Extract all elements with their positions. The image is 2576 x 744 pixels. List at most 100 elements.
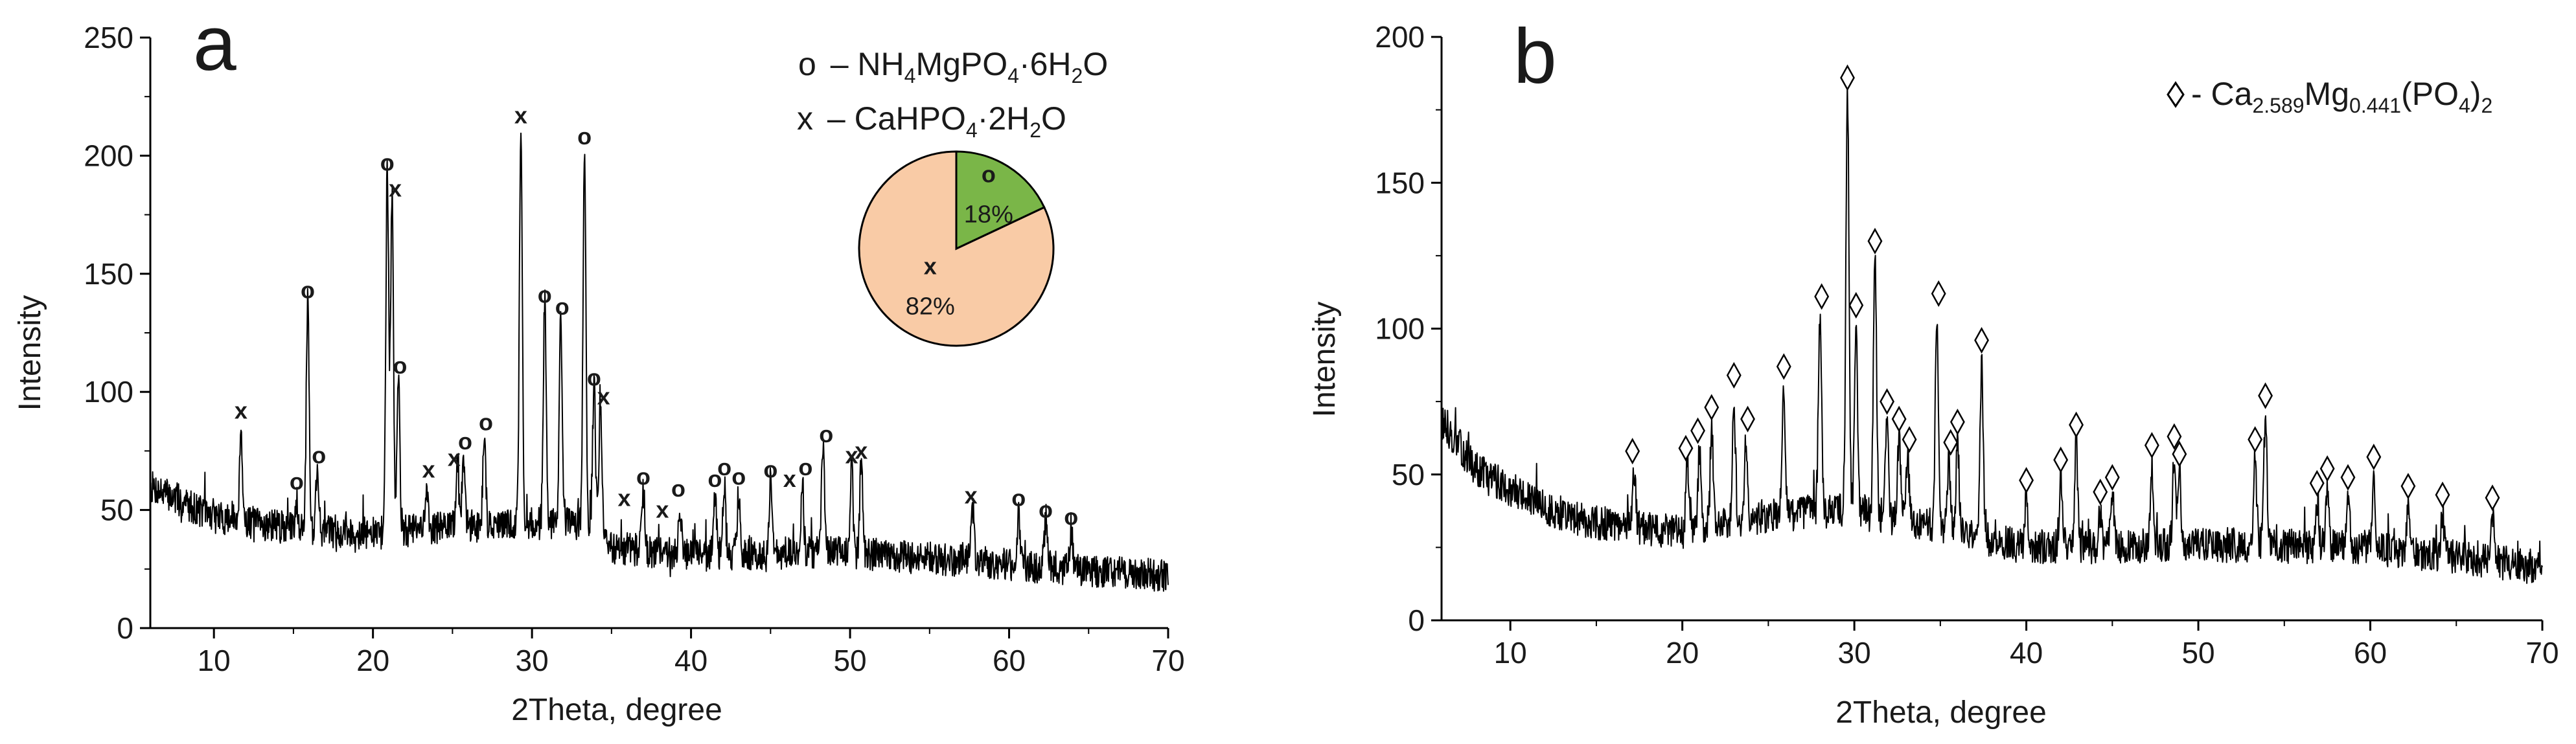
peak-marker-diamond	[2340, 464, 2356, 491]
panel-a-legend: o – NH4MgPO4·6H2O x – CaHPO4·2H2O	[797, 46, 1108, 142]
peak-marker-o: o	[555, 293, 569, 320]
peak-marker-o: o	[636, 464, 650, 490]
y-tick-label: 50	[1392, 458, 1425, 491]
peak-marker-diamond	[2485, 484, 2500, 512]
peak-marker-diamond	[1902, 426, 1917, 453]
x-tick-label: 40	[2010, 636, 2043, 670]
peak-marker-o: o	[312, 442, 326, 469]
panel-b: b 10 20 30 40 50 60 70 0 50 100 150 200 2Theta, deg…	[1307, 13, 2559, 730]
x-tick-label: 60	[993, 644, 1026, 677]
panel-a-diffraction-trace	[150, 132, 1169, 592]
peak-marker-diamond	[2053, 446, 2069, 473]
peak-marker-o: o	[290, 468, 304, 495]
peak-marker-diamond	[1943, 429, 1959, 456]
peak-marker-diamond	[1840, 64, 1855, 91]
panel-b-axes	[1440, 37, 2542, 622]
panel-a-y-axis-label: Intensity	[13, 295, 47, 411]
peak-marker-x: x	[422, 457, 435, 483]
panel-a-label: a	[193, 0, 236, 87]
x-tick-label: 50	[2181, 636, 2214, 670]
y-tick-label: 0	[1408, 603, 1425, 637]
peak-marker-diamond	[1949, 409, 1965, 436]
peak-marker-o: o	[587, 364, 601, 390]
legend-item-nh4mgpo4: o – NH4MgPO4·6H2O	[798, 46, 1108, 87]
peak-marker-x: x	[597, 383, 610, 409]
peak-marker-x: x	[617, 484, 630, 511]
peak-marker-diamond	[2104, 464, 2120, 491]
panel-b-peak-markers	[1625, 64, 2500, 512]
peak-marker-diamond	[2167, 423, 2182, 450]
peak-marker-o: o	[458, 428, 472, 455]
x-tick-label: 10	[198, 644, 231, 677]
peak-marker-o: o	[671, 475, 685, 502]
y-tick-label: 50	[100, 493, 133, 527]
panel-a-x-axis-label: 2Theta, degree	[511, 693, 722, 727]
peak-marker-o: o	[763, 457, 777, 483]
peak-marker-x: x	[845, 442, 858, 469]
y-tick-label: 150	[1375, 166, 1425, 199]
peak-marker-diamond	[1678, 434, 1694, 462]
peak-marker-diamond	[2435, 481, 2450, 508]
peak-marker-diamond	[1880, 388, 1894, 415]
peak-marker-diamond	[2309, 469, 2325, 497]
panel-b-diffraction-trace	[1441, 82, 2543, 584]
pie-marker-o: o	[982, 161, 996, 187]
panel-a-axes	[149, 38, 1168, 629]
peak-marker-diamond	[1776, 353, 1791, 380]
legend-item-ca-mg-phosphate: - Ca2.589Mg0.441(PO4)2	[2191, 76, 2492, 117]
panel-b-tick-labels: 10 20 30 40 50 60 70 0 50 100 150 200	[1375, 20, 2559, 670]
peak-marker-diamond	[2144, 432, 2159, 459]
peak-marker-diamond	[1867, 227, 1883, 254]
pie-marker-x: x	[924, 253, 937, 279]
panel-b-legend: - Ca2.589Mg0.441(PO4)2	[2167, 76, 2492, 117]
legend-item-cahpo4: x – CaHPO4·2H2O	[797, 100, 1066, 142]
x-tick-label: 60	[2354, 636, 2387, 670]
x-tick-label: 70	[2525, 636, 2559, 670]
peak-marker-o: o	[798, 454, 812, 480]
x-tick-label: 70	[1151, 644, 1184, 677]
y-tick-label: 0	[117, 611, 133, 645]
peak-marker-diamond	[1814, 283, 1830, 310]
peak-marker-diamond	[1704, 394, 1719, 421]
x-tick-label: 50	[833, 644, 866, 677]
peak-marker-diamond	[1726, 362, 1742, 389]
peak-marker-o: o	[380, 149, 395, 175]
peak-marker-diamond	[2019, 467, 2034, 494]
peak-marker-o: o	[731, 464, 746, 490]
peak-marker-o: o	[577, 123, 592, 150]
peak-marker-o: o	[1039, 497, 1053, 523]
legend-diamond-icon	[2167, 81, 2185, 108]
composition-pie-chart: o 18% x 82%	[858, 150, 1055, 347]
peak-marker-x: x	[656, 497, 669, 523]
peak-marker-diamond	[1740, 405, 1755, 433]
pie-label-18: 18%	[964, 201, 1013, 228]
peak-marker-o: o	[538, 282, 552, 308]
y-tick-label: 150	[84, 257, 133, 291]
y-tick-label: 250	[84, 21, 133, 54]
x-tick-label: 20	[1666, 636, 1699, 670]
y-tick-label: 100	[1375, 312, 1425, 346]
peak-marker-o: o	[707, 466, 722, 492]
peak-marker-diamond	[2400, 473, 2416, 500]
peak-marker-diamond	[2069, 411, 2084, 438]
panel-a-tick-labels: 10 20 30 40 50 60 70 0 50 100 150 200 250	[84, 21, 1184, 677]
peak-marker-x: x	[514, 102, 527, 128]
peak-marker-x: x	[965, 482, 978, 509]
peak-marker-x: x	[389, 175, 402, 201]
peak-marker-diamond	[2258, 382, 2273, 409]
peak-marker-x: x	[855, 437, 868, 464]
legend-symbol-x: x	[797, 100, 813, 137]
peak-marker-o: o	[393, 352, 407, 379]
x-tick-label: 30	[516, 644, 549, 677]
peak-marker-diamond	[2093, 479, 2108, 506]
peak-marker-o: o	[301, 276, 315, 303]
panel-b-label: b	[1513, 13, 1557, 100]
peak-marker-x: x	[448, 444, 461, 471]
legend-symbol-o: o	[798, 46, 816, 82]
peak-marker-o: o	[819, 421, 833, 447]
peak-marker-diamond	[1931, 280, 1946, 308]
y-tick-label: 100	[84, 375, 133, 409]
peak-marker-diamond	[2172, 440, 2187, 468]
